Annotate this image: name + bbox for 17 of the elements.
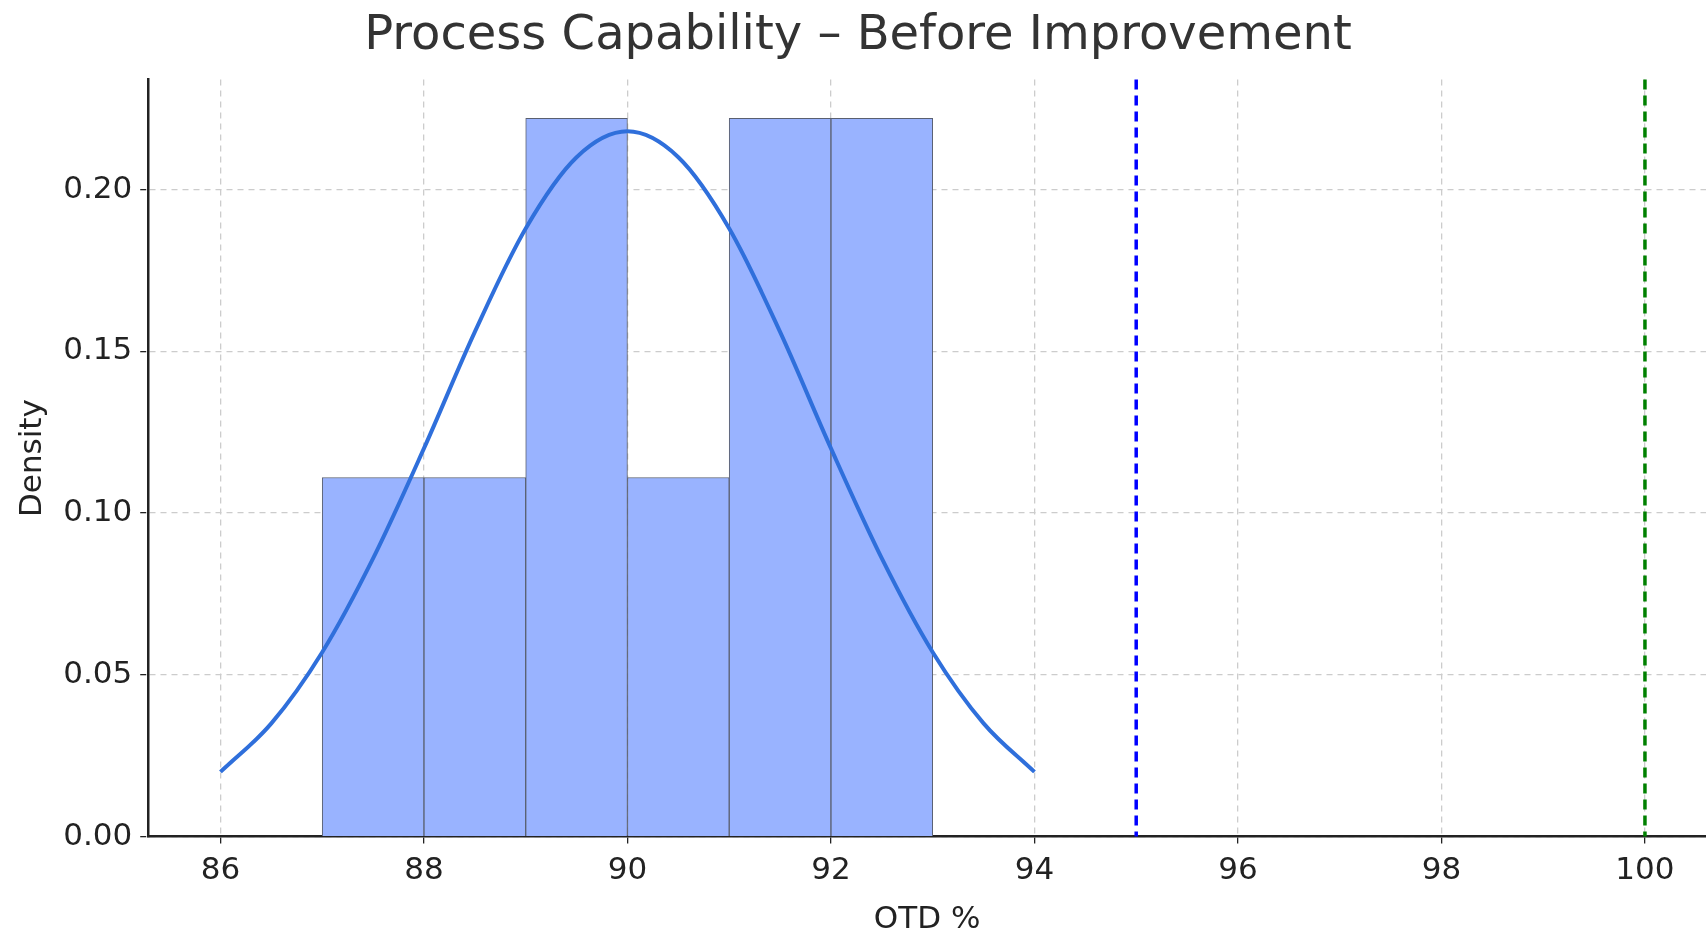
x-tick-label: 86 bbox=[200, 850, 241, 887]
y-tick-label: 0.05 bbox=[63, 653, 133, 690]
y-tick-label: 0.20 bbox=[63, 168, 133, 205]
x-tick-label: 90 bbox=[607, 850, 648, 887]
x-tick-label: 100 bbox=[1615, 850, 1675, 887]
x-tick-label: 96 bbox=[1218, 850, 1258, 887]
x-tick-label: 98 bbox=[1421, 850, 1462, 887]
chart-title: Process Capability – Before Improvement bbox=[364, 4, 1352, 61]
x-tick-label: 94 bbox=[1014, 850, 1055, 887]
line-series bbox=[218, 129, 1037, 774]
y-tick-label: 0.00 bbox=[63, 815, 133, 852]
y-axis-title: Density bbox=[11, 399, 48, 518]
y-tick-label: 0.10 bbox=[63, 492, 133, 529]
x-tick-label: 92 bbox=[811, 850, 851, 887]
x-tick-label: 88 bbox=[404, 850, 444, 887]
x-axis-title: OTD % bbox=[873, 899, 981, 936]
y-tick-label: 0.15 bbox=[63, 330, 133, 367]
